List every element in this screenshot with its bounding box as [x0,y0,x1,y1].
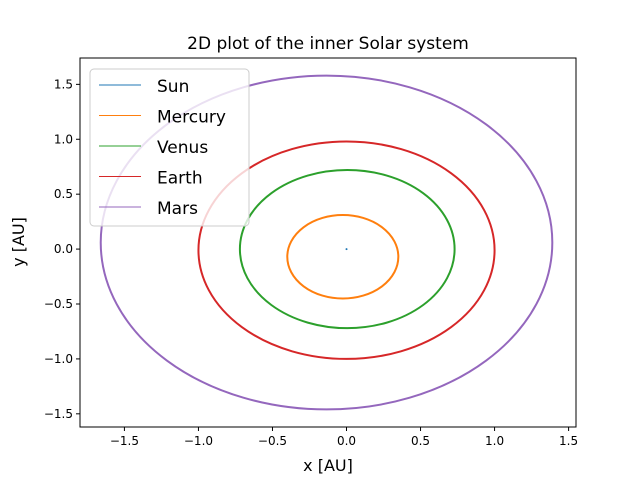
legend-label-mars: Mars [157,199,198,219]
legend-box [89,68,250,227]
legend-label-earth: Earth [157,169,203,189]
y-tick-label: 0.0 [54,242,73,256]
plot-frame [79,57,577,428]
y-axis-ticks: −1.5 −1.0 −0.5 0.0 0.5 1.0 1.5 [44,77,80,421]
y-axis-label: y [AU] [9,217,28,267]
sun-point [345,248,348,251]
x-tick-label: −0.5 [258,434,287,448]
x-tick-label: 1.0 [485,434,504,448]
chart-title: 2D plot of the inner Solar system [187,34,469,54]
x-tick-label: 0.5 [411,434,430,448]
legend-label-mercury: Mercury [157,108,226,128]
x-tick-label: −1.5 [110,434,139,448]
orbit-layer [99,74,554,411]
x-tick-label: 1.5 [559,434,578,448]
legend: Sun Mercury Venus Earth Mars [89,68,250,227]
y-tick-label: 1.0 [54,132,73,146]
mercury-orbit [286,214,400,300]
venus-orbit [238,169,456,330]
y-tick-label: 1.5 [54,77,73,91]
legend-label-venus: Venus [157,138,208,158]
x-axis-label: x [AU] [303,456,353,475]
earth-orbit [197,140,496,360]
x-axis-ticks: −1.5 −1.0 −0.5 0.0 0.5 1.0 1.5 [110,427,578,448]
y-tick-label: −0.5 [44,297,73,311]
mars-orbit [99,74,554,411]
legend-label-sun: Sun [157,77,189,97]
x-tick-label: −1.0 [184,434,213,448]
y-tick-label: −1.0 [44,352,73,366]
y-tick-label: −1.5 [44,407,73,421]
y-tick-label: 0.5 [54,187,73,201]
x-tick-label: 0.0 [337,434,356,448]
